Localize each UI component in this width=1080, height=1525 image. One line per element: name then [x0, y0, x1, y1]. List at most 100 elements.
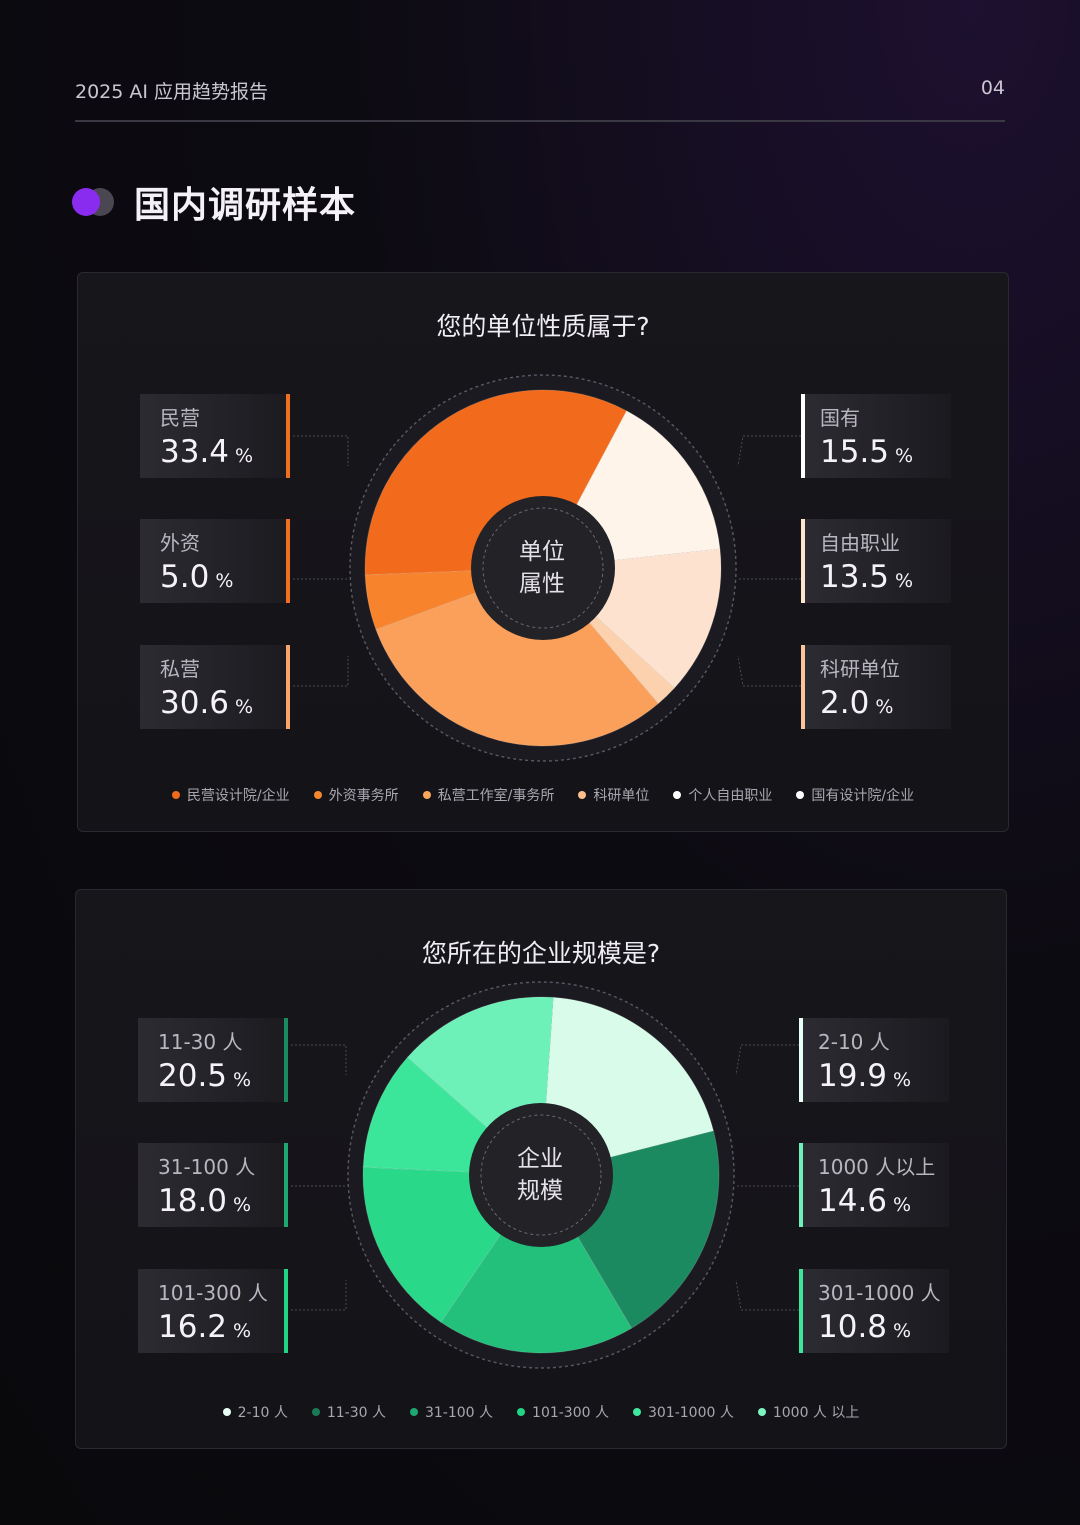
center-line-2: 规模 [517, 1178, 563, 1204]
company-size-card: 您所在的企业规模是? 企业 规模 11-30 人 20.5% 31-100 人 … [75, 889, 1007, 1449]
legend-dot-icon [422, 791, 431, 799]
legend-label: 11-30 人 [326, 1405, 386, 1421]
stat-connector-line [735, 1044, 799, 1076]
legend-dot-icon [311, 1408, 320, 1416]
legend-dot-icon [757, 1408, 766, 1416]
stat-label: 101-300 人 [158, 1281, 268, 1305]
stat-value: 13.5% [820, 559, 914, 595]
stat-connector-line [291, 1280, 347, 1311]
stat-value: 20.5% [158, 1058, 252, 1094]
stat-card: 1000 人以上 14.6% [799, 1143, 949, 1227]
pie-hub [471, 496, 615, 640]
legend-label: 101-300 人 [532, 1405, 609, 1421]
legend-dot-icon [171, 791, 180, 799]
stat-label: 301-1000 人 [818, 1281, 941, 1305]
center-line-2: 属性 [519, 571, 565, 597]
report-title: 2025 AI 应用趋势报告 [75, 81, 269, 103]
stat-value: 5.0% [160, 559, 234, 595]
legend-dot-icon [578, 791, 587, 799]
stat-card: 301-1000 人 10.8% [799, 1269, 949, 1353]
unit-type-pie-chart [293, 374, 801, 762]
legend-item: 私营工作室/事务所 [422, 785, 555, 805]
stat-card: 私营 30.6% [140, 645, 290, 729]
stat-value: 30.6% [160, 685, 254, 721]
legend-item: 外资事务所 [313, 785, 399, 805]
stat-card: 自由职业 13.5% [801, 519, 951, 603]
section-title: 国内调研样本 [134, 185, 357, 226]
legend-label: 1000 人 以上 [772, 1405, 860, 1421]
center-line-1: 企业 [517, 1146, 563, 1172]
stat-label: 自由职业 [820, 531, 900, 555]
pie-center-label: 单位 属性 [497, 536, 587, 600]
legend-item: 2-10 人 [222, 1402, 288, 1422]
legend-dot-icon [517, 1408, 526, 1416]
stat-value: 14.6% [818, 1183, 912, 1219]
stat-label: 外资 [160, 531, 200, 555]
chart-title: 您所在的企业规模是? [421, 939, 661, 968]
stat-label: 私营 [160, 657, 200, 681]
stat-label: 科研单位 [820, 657, 900, 681]
pie-hub [469, 1103, 613, 1247]
report-header: 2025 AI 应用趋势报告 04 [75, 72, 1005, 122]
stat-label: 31-100 人 [158, 1155, 256, 1179]
legend-label: 私营工作室/事务所 [437, 788, 555, 804]
legend-dot-icon [632, 1408, 641, 1416]
pie-center-label: 企业 规模 [495, 1143, 585, 1207]
legend-dot-icon [796, 791, 805, 799]
legend-item: 31-100 人 [409, 1402, 494, 1422]
stat-value: 33.4% [160, 434, 254, 470]
stat-value: 15.5% [820, 434, 914, 470]
stat-value: 16.2% [158, 1309, 252, 1345]
stat-card: 31-100 人 18.0% [138, 1143, 288, 1227]
stat-card: 11-30 人 20.5% [138, 1018, 288, 1102]
unit-type-card: 您的单位性质属于? 单位 属性 民营 33.4% 外资 5.0% 私营 30.6… [77, 272, 1009, 832]
center-line-1: 单位 [519, 539, 565, 565]
legend-item: 民营设计院/企业 [171, 785, 290, 805]
legend-label: 科研单位 [593, 788, 650, 804]
toggle-dots-icon [72, 187, 116, 217]
stat-card: 科研单位 2.0% [801, 645, 951, 729]
stat-card: 外资 5.0% [140, 519, 290, 603]
legend-item: 1000 人 以上 [757, 1402, 860, 1422]
chart-legend: 2-10 人 11-30 人 31-100 人 101-300 人 301-1000 人… [76, 1402, 1006, 1422]
stat-label: 1000 人以上 [818, 1155, 936, 1179]
stat-connector-line [293, 435, 349, 466]
pie-hub-ring [482, 507, 604, 629]
pie-slice [375, 567, 660, 747]
legend-label: 国有设计院/企业 [811, 788, 915, 804]
stat-label: 11-30 人 [158, 1030, 243, 1054]
stat-card: 2-10 人 19.9% [799, 1018, 949, 1102]
legend-dot-icon [673, 791, 682, 799]
stat-value: 19.9% [818, 1058, 912, 1094]
legend-item: 个人自由职业 [673, 785, 772, 805]
company-size-pie-chart [291, 981, 799, 1369]
legend-label: 外资事务所 [328, 788, 399, 804]
legend-label: 31-100 人 [424, 1405, 494, 1421]
stat-value: 10.8% [818, 1309, 912, 1345]
stat-connector-line [735, 1279, 799, 1311]
stat-value: 2.0% [820, 685, 894, 721]
stat-value: 18.0% [158, 1183, 252, 1219]
chart-title: 您的单位性质属于? [436, 312, 650, 341]
stat-connector-line [291, 1044, 347, 1075]
legend-item: 11-30 人 [311, 1402, 386, 1422]
legend-item: 国有设计院/企业 [796, 785, 914, 805]
legend-label: 个人自由职业 [688, 788, 773, 804]
stat-card: 101-300 人 16.2% [138, 1269, 288, 1353]
stat-label: 国有 [820, 406, 860, 430]
legend-label: 2-10 人 [237, 1405, 288, 1421]
legend-label: 民营设计院/企业 [186, 788, 290, 804]
stat-connector-line [293, 656, 349, 687]
page-number: 04 [980, 77, 1005, 99]
stat-card: 民营 33.4% [140, 394, 290, 478]
stat-label: 民营 [160, 406, 200, 430]
legend-label: 301-1000 人 [647, 1405, 734, 1421]
stat-label: 2-10 人 [818, 1030, 890, 1054]
legend-dot-icon [222, 1408, 231, 1416]
legend-item: 101-300 人 [517, 1402, 609, 1422]
legend-dot-icon [409, 1408, 418, 1416]
legend-item: 301-1000 人 [632, 1402, 734, 1422]
pie-hub-ring [480, 1114, 602, 1236]
stat-connector-line [737, 435, 801, 467]
stat-connector-line [737, 655, 801, 687]
